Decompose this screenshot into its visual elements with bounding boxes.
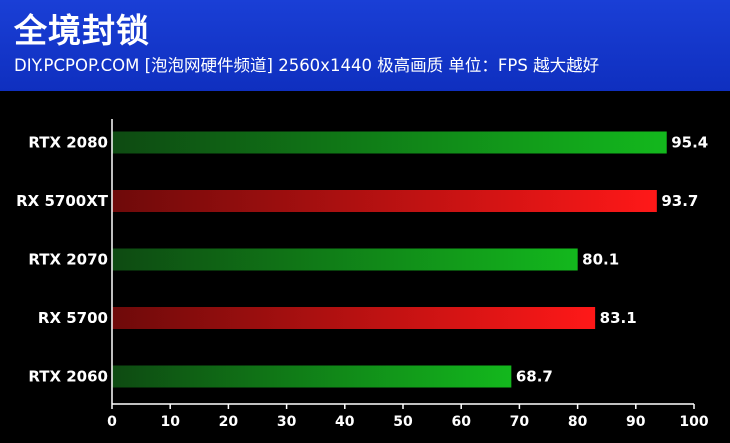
x-tick-label-100: 100 [679, 414, 708, 430]
x-tick-label-40: 40 [335, 414, 355, 430]
x-tick-label-60: 60 [451, 414, 471, 430]
category-label-rtx-2080: RTX 2080 [28, 134, 108, 152]
x-tick-label-0: 0 [107, 414, 117, 430]
bar-rx-5700xt [111, 189, 658, 213]
value-label-rtx-2060: 68.7 [516, 368, 553, 386]
chart-header: 全境封锁 DIY.PCPOP.COM [泡泡网硬件频道] 2560x1440 极… [0, 0, 730, 91]
x-tick-label-80: 80 [568, 414, 588, 430]
x-axis: 0 10 20 30 40 50 60 70 80 90 100 [107, 119, 709, 430]
x-tick-label-50: 50 [393, 414, 413, 430]
category-label-rtx-2070: RTX 2070 [28, 251, 108, 269]
bar-rtx-2080 [111, 130, 668, 155]
category-label-rx-5700xt: RX 5700XT [16, 192, 109, 210]
bar-rx-5700 [111, 306, 597, 330]
bar-rtx-2060 [111, 364, 513, 389]
bar-rtx-2070 [111, 247, 579, 272]
chart-title: 全境封锁 [14, 11, 150, 50]
x-tick-label-10: 10 [160, 414, 180, 430]
category-label-rtx-2060: RTX 2060 [28, 368, 108, 386]
value-label-rx-5700xt: 93.7 [661, 192, 698, 210]
value-label-rx-5700: 83.1 [600, 309, 637, 327]
bars-layer: RTX 2080 95.4 RX 5700XT 93.7 RTX 2070 80.1 RX … [16, 130, 708, 389]
x-tick-label-70: 70 [510, 414, 530, 430]
x-tick-label-30: 30 [277, 414, 297, 430]
value-label-rtx-2070: 80.1 [582, 251, 619, 269]
chart-subtitle: DIY.PCPOP.COM [泡泡网硬件频道] 2560x1440 极高画质 单… [14, 56, 600, 75]
x-tick-label-20: 20 [219, 414, 239, 430]
x-tick-label-90: 90 [626, 414, 646, 430]
bar-chart: RTX 2080 95.4 RX 5700XT 93.7 RTX 2070 80.1 RX … [16, 119, 709, 430]
category-label-rx-5700: RX 5700 [38, 309, 108, 327]
value-label-rtx-2080: 95.4 [671, 134, 708, 152]
